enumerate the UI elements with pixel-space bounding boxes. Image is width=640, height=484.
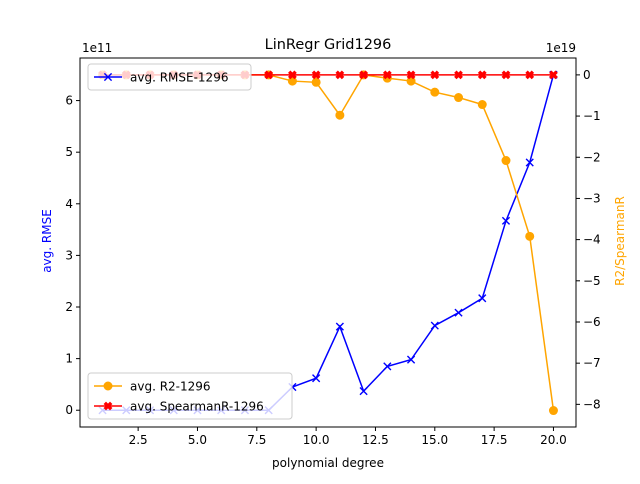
right-y-tick-label: −3: [583, 191, 601, 205]
data-point: [501, 156, 511, 166]
data-point: [501, 216, 511, 225]
x-tick-label: 15.0: [421, 433, 448, 447]
data-point: [430, 87, 440, 97]
right-axis-exponent: 1e19: [546, 41, 576, 55]
legend-box: [87, 372, 293, 420]
x-axis-label: polynomial degree: [272, 456, 384, 470]
axes-frame: [79, 57, 577, 428]
left-y-tick-label: 3: [65, 248, 73, 262]
left-axis-exponent: 1e11: [82, 41, 112, 55]
legend-lower-left: avg. R2-1296 avg. SpearmanR-1296: [87, 372, 293, 420]
right-y-tick-label: −4: [583, 233, 601, 247]
chart-title: LinRegr Grid1296: [265, 37, 392, 53]
data-point: [454, 308, 463, 317]
data-point: [525, 231, 535, 241]
legend-marker: [103, 401, 113, 411]
data-point: [454, 70, 463, 80]
right-y-tick-label: −7: [583, 356, 601, 370]
data-point: [311, 70, 321, 80]
legend-marker: [103, 72, 113, 82]
plot-area: 2.5 5.0 7.5 10.0 12.5 15.0 17.5 20.0 0 1 2 3 4 5 6 0 −1 −…: [65, 57, 601, 447]
data-point: [383, 362, 392, 371]
legend-label: avg. SpearmanR-1296: [130, 400, 264, 414]
right-y-tick-label: −1: [583, 109, 601, 123]
right-y-tick-label: 0: [583, 68, 591, 82]
data-point: [359, 70, 369, 80]
data-point: [501, 70, 511, 80]
left-y-tick-label: 5: [65, 145, 73, 159]
left-y-tick-label: 2: [65, 300, 73, 314]
data-point: [359, 387, 368, 396]
right-y-tick-label: −6: [583, 315, 601, 329]
data-point: [312, 374, 321, 383]
x-tick-label: 20.0: [540, 433, 567, 447]
data-point: [477, 100, 487, 110]
data-point: [335, 70, 345, 80]
data-point: [287, 70, 297, 80]
left-y-tick-label: 6: [65, 94, 73, 108]
data-point: [335, 110, 345, 120]
right-axis-label: R2/SpearmanR: [613, 196, 627, 286]
x-tick-label: 2.5: [129, 433, 148, 447]
data-point: [311, 77, 321, 87]
x-tick-label: 5.0: [188, 433, 207, 447]
left-y-tick-label: 0: [65, 403, 73, 417]
data-point: [382, 70, 392, 80]
data-point: [525, 158, 534, 167]
data-point: [478, 294, 487, 303]
right-y-tick-label: −2: [583, 150, 601, 164]
data-point: [477, 70, 487, 80]
data-point: [264, 70, 274, 80]
legend-box: [87, 63, 252, 91]
left-axis-label: avg. RMSE: [40, 209, 54, 273]
legend-label: avg. R2-1296: [130, 380, 211, 394]
legend-marker: [103, 381, 113, 391]
data-point: [335, 322, 344, 331]
left-y-tick-label: 4: [65, 197, 73, 211]
x-tick-label: 7.5: [247, 433, 266, 447]
x-tick-label: 12.5: [362, 433, 389, 447]
legend-label: avg. RMSE-1296: [130, 71, 228, 85]
data-point: [430, 70, 440, 80]
x-tick-label: 17.5: [481, 433, 508, 447]
left-y-tick-label: 1: [65, 352, 73, 366]
right-y-tick-label: −5: [583, 274, 601, 288]
x-tick-label: 10.0: [303, 433, 330, 447]
right-y-tick-label: −8: [583, 397, 601, 411]
data-point: [430, 321, 439, 330]
data-point: [406, 355, 416, 364]
data-point: [525, 70, 535, 80]
legend-upper-left: avg. RMSE-1296: [87, 63, 252, 91]
data-point: [454, 93, 464, 103]
data-point: [549, 70, 558, 80]
data-point: [548, 406, 558, 416]
data-point: [406, 70, 416, 80]
